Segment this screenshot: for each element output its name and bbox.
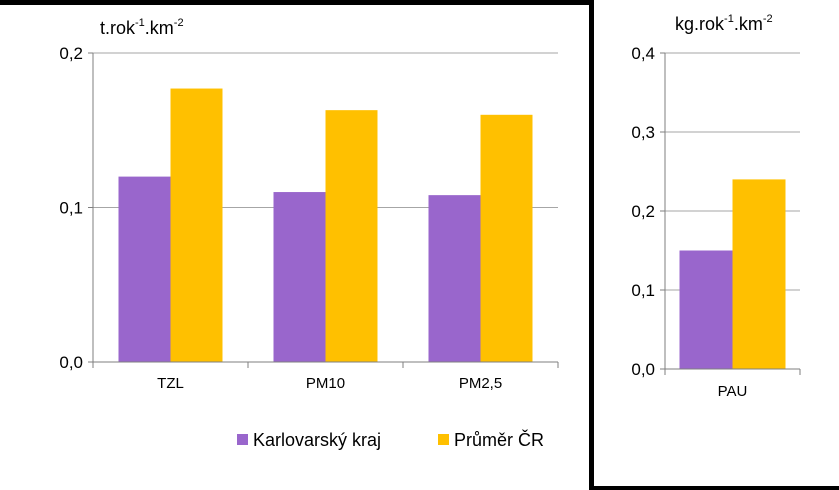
right-unit-base: kg.rok: [675, 14, 725, 34]
left-y-tick-label: 0,1: [59, 199, 83, 218]
left-bar-karlovarsky-1: [273, 192, 326, 362]
right-panel-bottom-border: [589, 486, 839, 490]
left-x-tick-labels: TZL PM10 PM2,5: [157, 375, 502, 392]
left-bar-prumer-cr-1: [325, 110, 378, 362]
right-chart: kg.rok-1.km-2 0,0 0,1 0,2 0,3 0,4 PAU: [631, 13, 801, 400]
left-y-tick-label: 0,2: [59, 44, 83, 63]
right-y-tick-labels: 0,0 0,1 0,2 0,3 0,4: [631, 44, 655, 379]
right-y-tick-label: 0,2: [631, 202, 655, 221]
right-y-unit: kg.rok-1.km-2: [675, 13, 773, 34]
right-bars: [679, 179, 786, 369]
right-unit-sup1: -1: [724, 13, 734, 25]
left-bars: [118, 88, 533, 362]
left-x-tick-label: TZL: [157, 375, 184, 392]
left-chart: t.rok-1.km-2 0,0 0,1 0,2 TZL PM10 PM2,5 Karl…: [59, 17, 559, 450]
right-unit-mid: .km: [734, 14, 763, 34]
left-bar-prumer-cr-0: [170, 88, 223, 362]
left-x-tick-label: PM10: [306, 375, 345, 392]
left-x-tick-label: PM2,5: [459, 375, 502, 392]
left-unit-sup1: -1: [135, 17, 145, 29]
left-y-tick-labels: 0,0 0,1 0,2: [59, 44, 83, 372]
right-axes: [660, 52, 801, 375]
left-bar-prumer-cr-2: [480, 114, 533, 362]
right-y-tick-label: 0,0: [631, 360, 655, 379]
left-unit-mid: .km: [145, 18, 174, 38]
right-y-tick-label: 0,4: [631, 44, 655, 63]
right-x-tick-labels: PAU: [718, 383, 748, 400]
left-y-unit: t.rok-1.km-2: [100, 17, 184, 38]
right-x-tick-label: PAU: [718, 383, 748, 400]
right-y-tick-label: 0,1: [631, 281, 655, 300]
right-bar-karlovarsky-0: [679, 250, 733, 369]
left-bar-karlovarsky-2: [428, 195, 481, 362]
legend-item-karlovarsky-label: Karlovarský kraj: [253, 430, 381, 450]
legend-item-karlovarsky-swatch: [237, 434, 248, 445]
legend-item-prumer-cr-swatch: [438, 434, 449, 445]
right-bar-prumer-cr-0: [732, 179, 786, 369]
left-unit-sup2: -2: [174, 17, 184, 29]
legend: Karlovarský kraj Průměr ČR: [237, 429, 544, 450]
top-border: [0, 0, 591, 5]
left-bar-karlovarsky-0: [118, 176, 171, 362]
right-y-tick-label: 0,3: [631, 123, 655, 142]
left-axes: [88, 52, 559, 368]
panel-divider: [589, 0, 594, 490]
right-unit-sup2: -2: [763, 13, 773, 25]
left-y-tick-label: 0,0: [59, 353, 83, 372]
left-unit-base: t.rok: [100, 18, 136, 38]
legend-item-prumer-cr-label: Průměr ČR: [454, 429, 544, 450]
